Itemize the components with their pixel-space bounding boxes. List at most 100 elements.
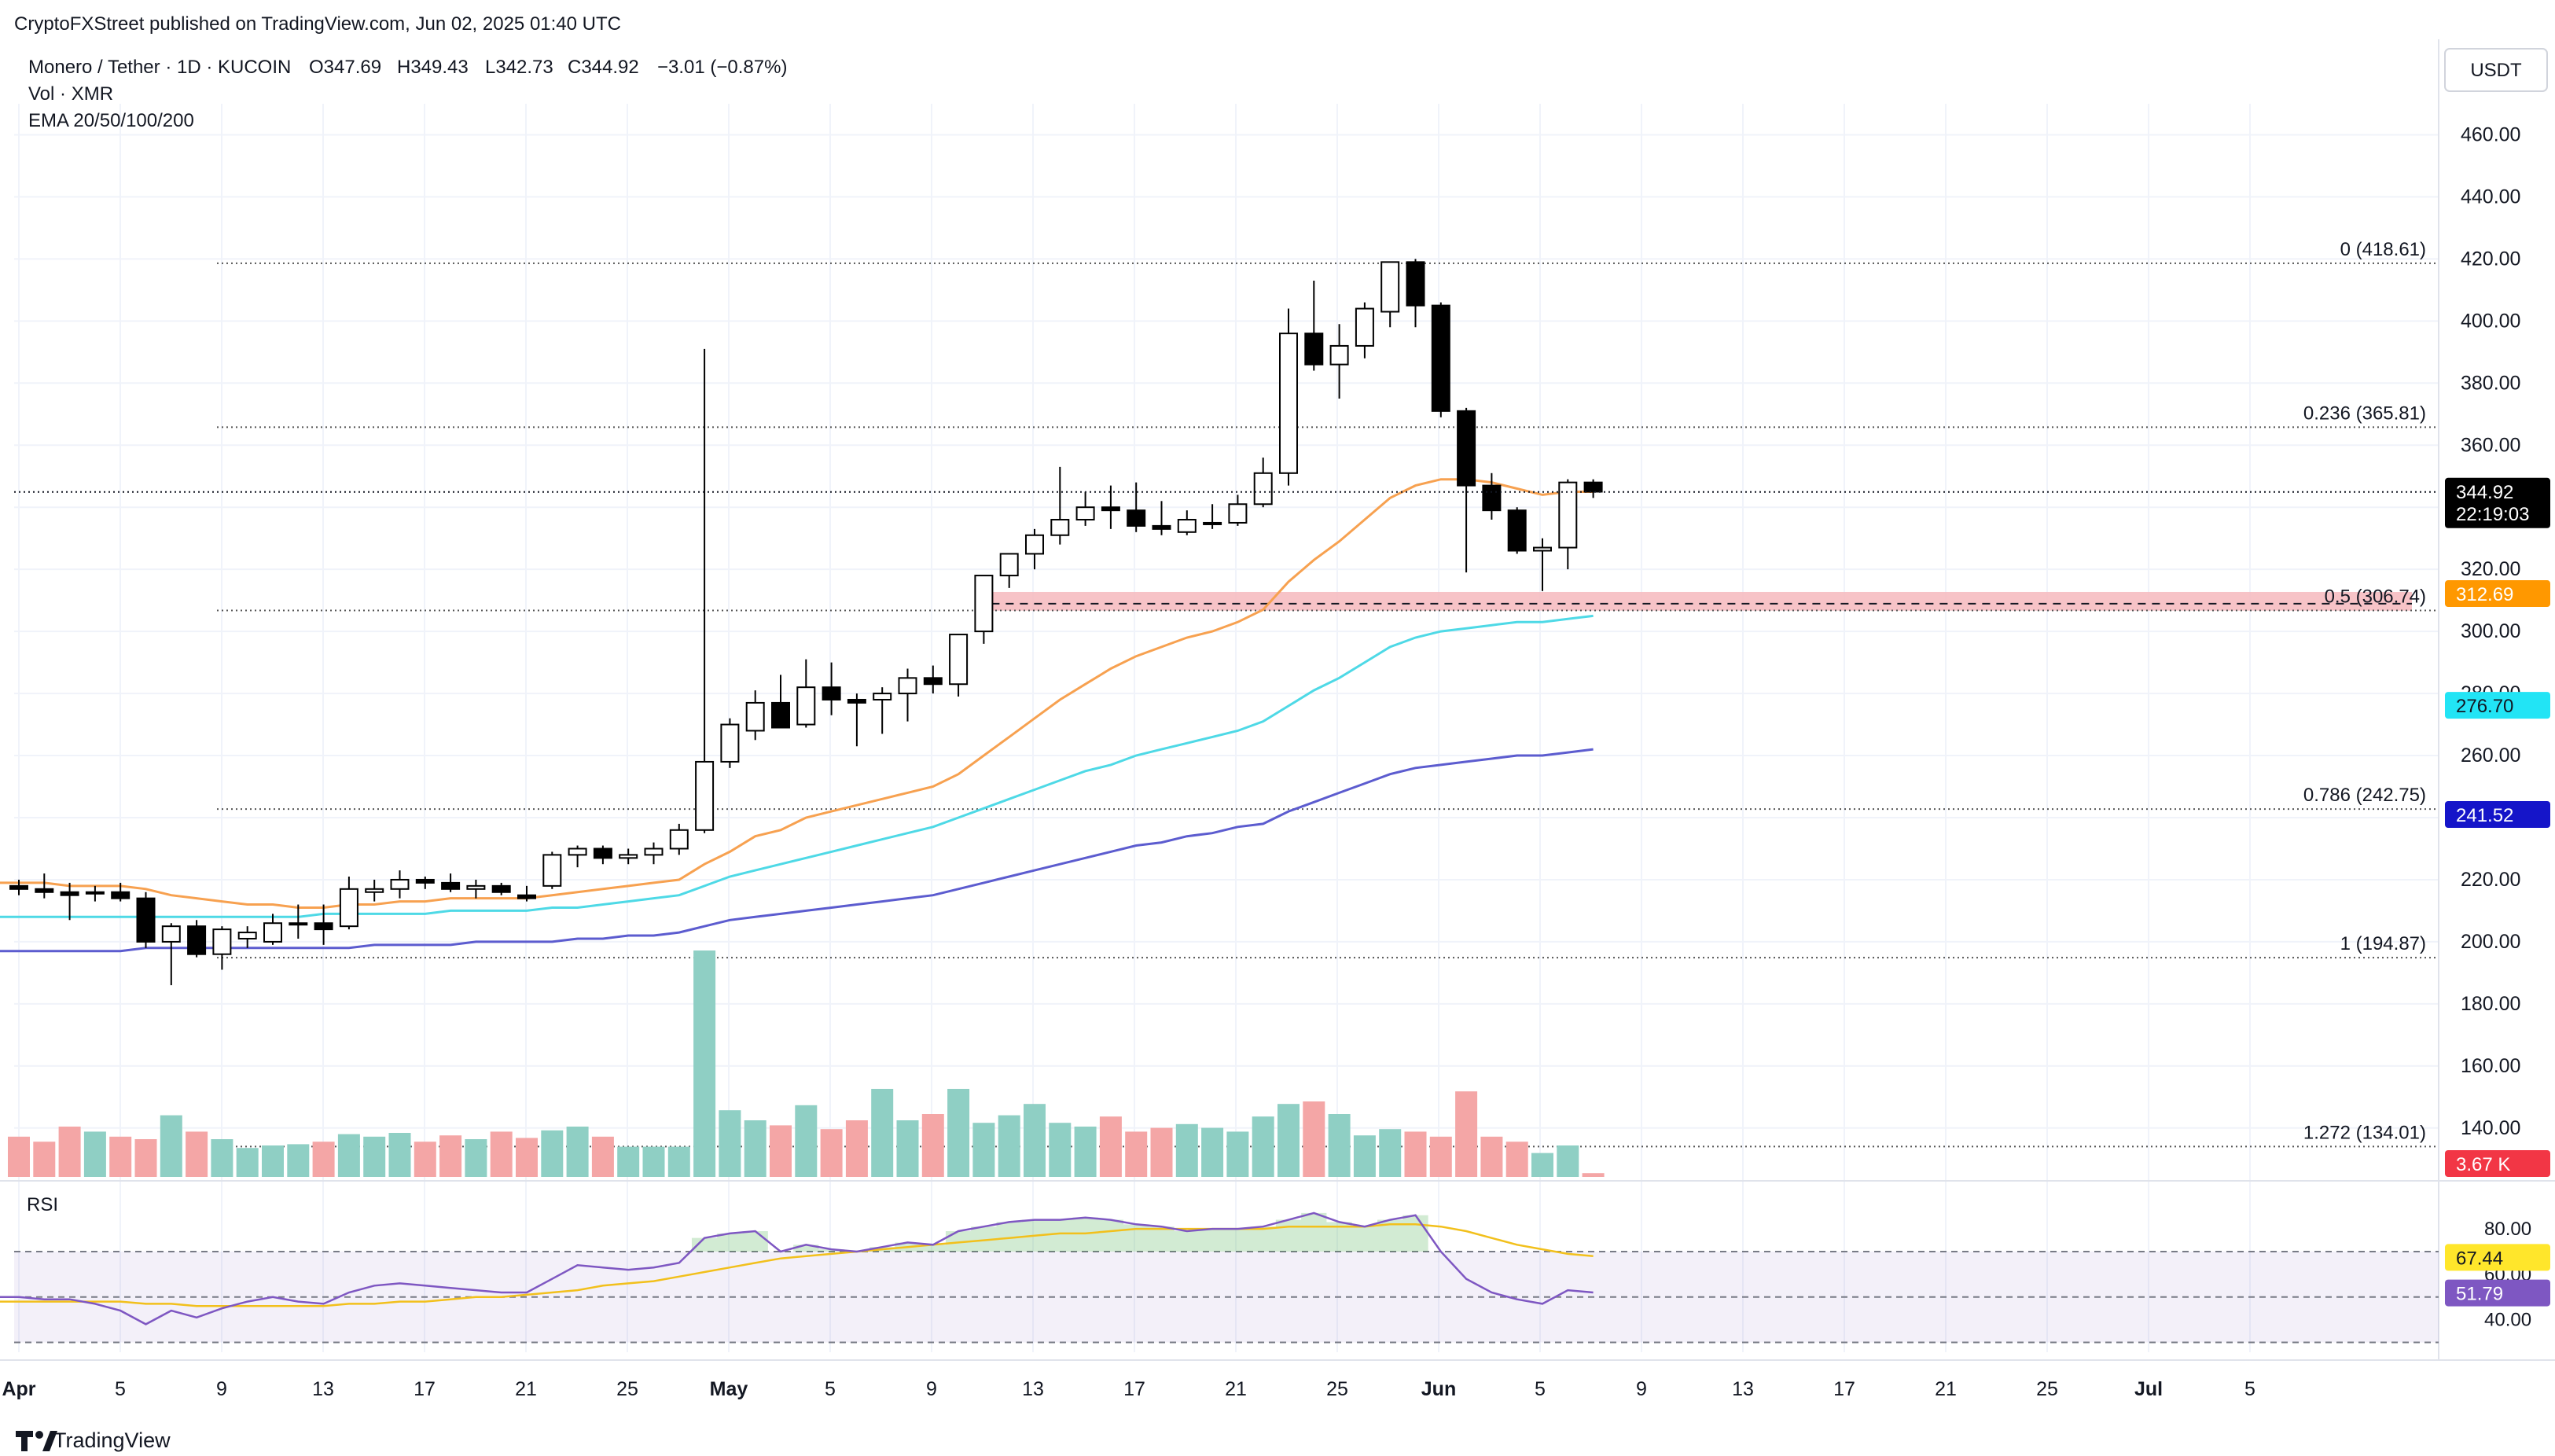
candle-body bbox=[822, 686, 841, 700]
rsi-value-label-text: 51.79 bbox=[2456, 1284, 2503, 1305]
volume-bar bbox=[1353, 1135, 1376, 1177]
volume-bar bbox=[414, 1142, 436, 1177]
volume-bar bbox=[617, 1146, 640, 1177]
price-axis-tick: 200.00 bbox=[2461, 931, 2520, 953]
volume-bar bbox=[1074, 1127, 1097, 1177]
volume-bar bbox=[312, 1142, 335, 1177]
volume-label-bg bbox=[2445, 1150, 2550, 1177]
candle-body bbox=[1127, 509, 1146, 527]
ohlc-low: L342.73 bbox=[485, 57, 553, 78]
volume-bar bbox=[1175, 1123, 1198, 1177]
volume-bar bbox=[1505, 1142, 1528, 1177]
volume-bar bbox=[896, 1120, 919, 1177]
ema20-label-bg bbox=[2445, 580, 2550, 608]
price-axis-tick: 300.00 bbox=[2461, 620, 2520, 642]
candle-body bbox=[415, 878, 435, 884]
candle-body bbox=[1329, 344, 1349, 366]
volume-bar bbox=[1480, 1136, 1503, 1177]
volume-bar bbox=[8, 1136, 30, 1177]
candle-body bbox=[619, 854, 638, 859]
candle-body bbox=[1355, 307, 1374, 347]
rsi-line bbox=[0, 1211, 1594, 1325]
volume-bar bbox=[83, 1131, 106, 1177]
volume-bar bbox=[236, 1148, 259, 1177]
time-axis-tick: 5 bbox=[1535, 1378, 1546, 1400]
candle-body bbox=[1406, 261, 1425, 307]
last-price-label-text: 344.92 bbox=[2456, 482, 2513, 503]
volume-bar bbox=[921, 1114, 944, 1177]
volume-bar bbox=[1201, 1127, 1224, 1177]
volume-label-text: 3.67 K bbox=[2456, 1154, 2510, 1175]
ema100-label-text: 241.52 bbox=[2456, 805, 2513, 826]
candle-body bbox=[237, 932, 257, 939]
candle-body bbox=[365, 888, 384, 893]
volume-bar bbox=[998, 1115, 1020, 1177]
candle-body bbox=[873, 693, 892, 700]
time-axis-tick: 21 bbox=[1225, 1378, 1247, 1400]
volume-bar bbox=[1404, 1131, 1427, 1177]
time-axis: Apr 5 9 13 17 21 25 May 5 9 13 17 21 25 Jun 5 9 13 17 21 25 J… bbox=[2, 1378, 2255, 1400]
ema20-line bbox=[0, 478, 1594, 909]
ema100-label: 241.52 bbox=[2445, 800, 2550, 828]
tradingview-logo[interactable]: TradingView bbox=[16, 1428, 171, 1452]
rsi-ma-line bbox=[0, 1223, 1594, 1307]
price-axis-tick: 180.00 bbox=[2461, 993, 2520, 1015]
ohlc-high: H349.43 bbox=[397, 57, 469, 78]
time-axis-tick: 17 bbox=[1833, 1378, 1855, 1400]
volume-bar bbox=[1099, 1116, 1122, 1177]
candle-body bbox=[999, 553, 1019, 577]
volume-bar bbox=[1429, 1136, 1452, 1177]
rsi-axis-tick: 40.00 bbox=[2484, 1310, 2531, 1331]
ohlc-open: O347.69 bbox=[309, 57, 381, 78]
rsi-value-label-bg bbox=[2445, 1279, 2550, 1307]
tradingview-logo-dot bbox=[35, 1431, 43, 1439]
volume-bar bbox=[744, 1120, 766, 1177]
ema50-label: 276.70 bbox=[2445, 692, 2550, 719]
volume-bar bbox=[1049, 1123, 1072, 1177]
candle-body bbox=[1457, 410, 1476, 487]
time-axis-tick: 13 bbox=[312, 1378, 334, 1400]
volume-bar bbox=[109, 1136, 132, 1177]
candle-body bbox=[60, 891, 79, 896]
last-price-label-text: 22:19:03 bbox=[2456, 504, 2529, 525]
demand-zone bbox=[991, 591, 2412, 611]
candle-body bbox=[720, 723, 740, 763]
price-axis-tick: 140.00 bbox=[2461, 1117, 2520, 1139]
price-axis-tick: 400.00 bbox=[2461, 310, 2520, 332]
tradingview-logo-text: TradingView bbox=[53, 1428, 171, 1452]
tradingview-logo-icon bbox=[16, 1431, 33, 1451]
candle-body bbox=[796, 686, 816, 726]
candle-body bbox=[745, 701, 765, 732]
tradingview-logo-slash bbox=[42, 1431, 57, 1451]
candle-body bbox=[568, 847, 587, 856]
ema50-line bbox=[0, 614, 1594, 918]
candle-body bbox=[1279, 333, 1298, 474]
price-axis-tick: 320.00 bbox=[2461, 558, 2520, 580]
volume-bar bbox=[33, 1142, 56, 1177]
time-axis-tick: 17 bbox=[1123, 1378, 1145, 1400]
candle-body bbox=[339, 888, 358, 928]
price-axis-tick: 440.00 bbox=[2461, 186, 2520, 208]
candle-body bbox=[695, 760, 715, 831]
volume-bar bbox=[1252, 1116, 1274, 1177]
currency-button[interactable] bbox=[2444, 48, 2548, 92]
ema-legend: EMA 20/50/100/200 bbox=[28, 110, 194, 131]
time-axis-tick: 17 bbox=[414, 1378, 436, 1400]
candle-body bbox=[289, 922, 308, 926]
ema20-label: 312.69 bbox=[2445, 580, 2550, 608]
time-axis-tick: 9 bbox=[926, 1378, 937, 1400]
candle-body bbox=[1152, 524, 1171, 530]
candle-body bbox=[466, 884, 486, 890]
candle-body bbox=[1482, 484, 1502, 512]
time-axis-tick: 13 bbox=[1022, 1378, 1044, 1400]
candle-body bbox=[1583, 481, 1603, 493]
candle-body bbox=[390, 878, 410, 890]
volume-bar bbox=[1531, 1153, 1553, 1177]
candle-body bbox=[1431, 304, 1450, 412]
volume-bar bbox=[1455, 1091, 1478, 1177]
candle-body bbox=[35, 888, 54, 893]
volume-legend: Vol · XMR bbox=[28, 83, 113, 105]
volume-bar bbox=[439, 1135, 462, 1177]
